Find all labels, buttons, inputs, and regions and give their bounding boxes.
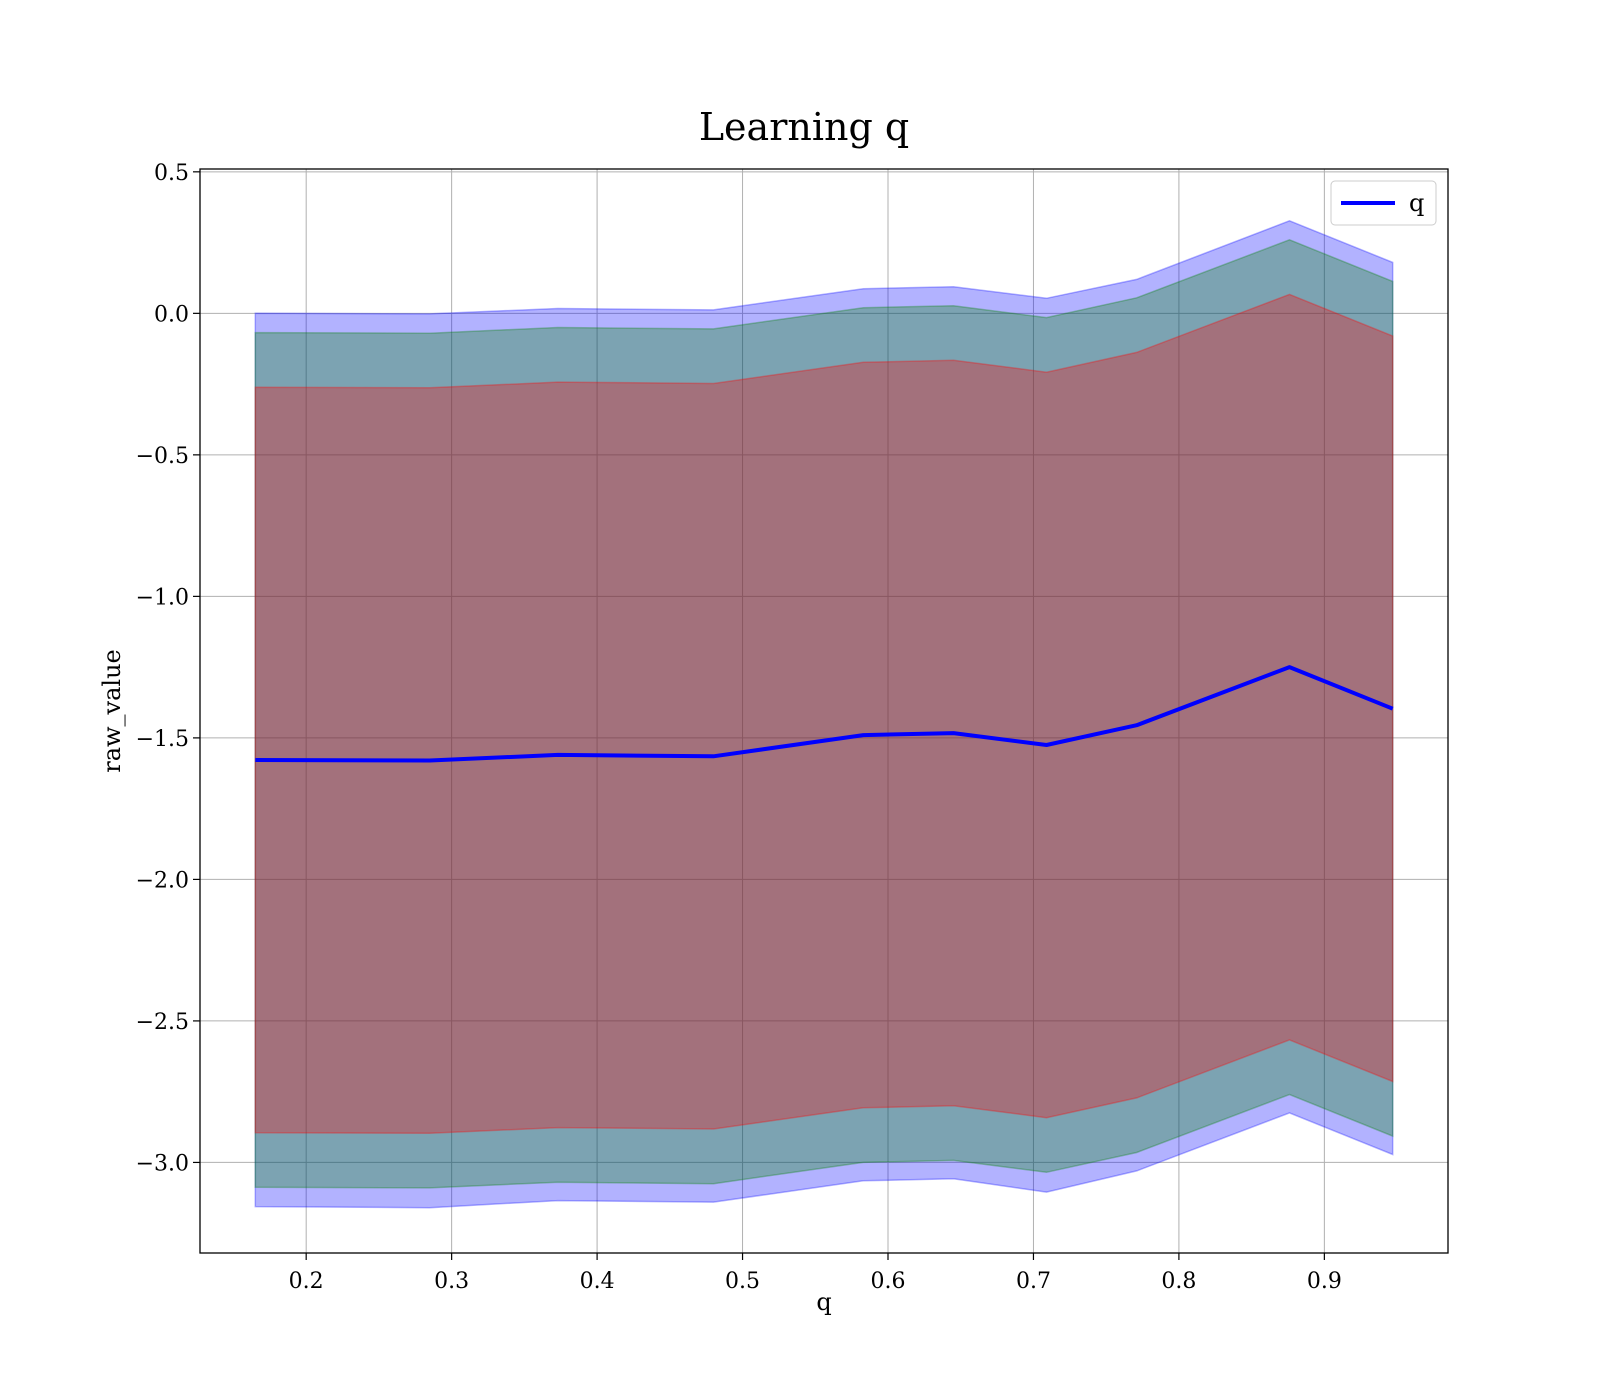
plot-frame — [199, 168, 1449, 1254]
x-tick-label: 0.6 — [871, 1269, 906, 1294]
confidence-band — [254, 219, 1394, 1209]
x-tick-label: 0.4 — [580, 1269, 615, 1294]
y-axis: 0.5 0.0 −0.5 −1.0 −1.5 −2.0 −2.5 −3.0 — [136, 161, 200, 1176]
confidence-band — [254, 293, 1394, 1135]
y-tick-label: 0.0 — [154, 302, 189, 327]
series-line — [255, 665, 1394, 763]
grid — [200, 169, 1448, 1253]
y-axis-label: raw_value — [98, 649, 126, 773]
x-tick-label: 0.3 — [434, 1269, 469, 1294]
y-tick-label: −2.5 — [136, 1010, 189, 1035]
y-tick-label: −0.5 — [136, 444, 189, 469]
x-tick-label: 0.8 — [1161, 1269, 1196, 1294]
x-tick-label: 0.9 — [1307, 1269, 1342, 1294]
chart-title: Learning q — [699, 105, 909, 149]
y-tick-label: 0.5 — [154, 161, 189, 186]
confidence-bands — [254, 219, 1394, 1209]
x-axis: 0.2 0.3 0.4 0.5 0.6 0.7 0.8 0.9 — [289, 1253, 1342, 1294]
y-tick-label: −1.0 — [136, 585, 189, 610]
x-tick-label: 0.7 — [1016, 1269, 1051, 1294]
x-tick-label: 0.2 — [289, 1269, 324, 1294]
confidence-band — [254, 238, 1394, 1189]
legend-label: q — [1409, 189, 1424, 217]
series-lines — [255, 665, 1394, 763]
legend: q — [1330, 180, 1437, 226]
x-tick-label: 0.5 — [725, 1269, 760, 1294]
y-tick-label: −3.0 — [136, 1151, 189, 1176]
x-axis-label: q — [816, 1288, 831, 1316]
y-tick-label: −1.5 — [136, 727, 189, 752]
y-tick-label: −2.0 — [136, 868, 189, 893]
